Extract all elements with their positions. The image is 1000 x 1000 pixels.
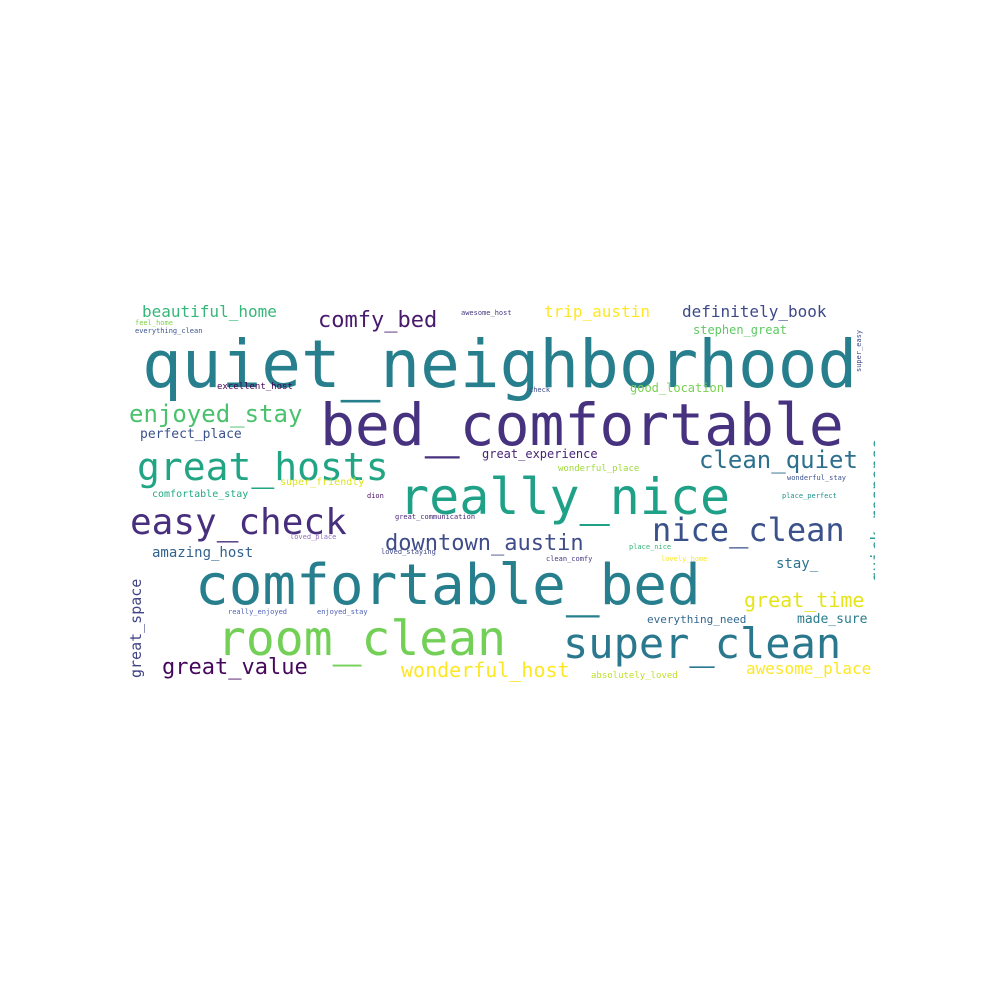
word: beautiful_home [142, 302, 277, 321]
word: everything_clean [135, 327, 203, 335]
word: room_clean [217, 611, 506, 667]
word: clean_quiet [699, 446, 858, 474]
word: great_space [127, 578, 145, 678]
word: wonderful_place [558, 464, 640, 474]
word: quiet_neighborhood [142, 326, 858, 403]
word: super_friendly [280, 477, 365, 488]
word: quick_response [868, 438, 875, 582]
word: awesome_place [746, 659, 872, 678]
word: place_perfect [782, 492, 837, 500]
word: good_location [630, 381, 724, 395]
word: amazing_host [152, 545, 254, 561]
word: perfect_place [140, 427, 242, 442]
word: everything_need [647, 613, 747, 626]
word: comfortable_bed [195, 553, 701, 618]
word: loved_staying [381, 548, 436, 556]
word: enjoyed_stay [129, 400, 303, 428]
word: great_experience [482, 447, 598, 461]
word: wonderful_stay [787, 474, 847, 482]
word: dion [367, 492, 384, 500]
word: enjoyed_stay [317, 608, 368, 616]
word: feel_home [135, 319, 173, 327]
word: comfortable_stay [152, 489, 249, 500]
word: excellent_host [217, 382, 293, 392]
word: nice_clean [652, 511, 845, 549]
word: really_enjoyed [228, 608, 288, 616]
word: check [529, 386, 551, 394]
word: trip_austin [544, 302, 650, 321]
word: great_hosts [137, 445, 389, 489]
word: great_time [744, 588, 865, 612]
word: stay_ [776, 556, 819, 572]
word: wonderful_host [401, 658, 570, 682]
word: definitely_book [682, 302, 827, 321]
word: easy_check [130, 502, 347, 543]
word: awesome_host [461, 309, 512, 317]
word: great_value [162, 655, 308, 680]
word: bed_comfortable [320, 391, 844, 459]
word: super_easy [855, 329, 863, 372]
word: lovely_home [661, 555, 708, 563]
word: great_communication [395, 513, 476, 521]
word: downtown_austin [385, 531, 584, 556]
word: stephen_great [693, 323, 787, 337]
word: loved_place [290, 533, 337, 541]
word: super_clean [563, 619, 842, 668]
word-cloud: quiet_neighborhood bed_comfortable comfo… [125, 300, 875, 690]
word: place_nice [629, 543, 672, 551]
word: absolutely_loved [591, 671, 678, 681]
word: clean_comfy [546, 555, 593, 563]
word: made_sure [797, 612, 868, 627]
word: really_nice [399, 468, 731, 526]
word: comfy_bed [318, 308, 438, 333]
